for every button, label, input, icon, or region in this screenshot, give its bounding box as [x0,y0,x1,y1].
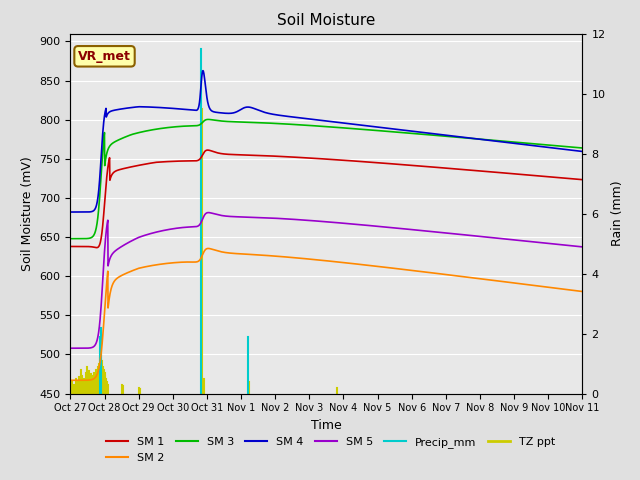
Title: Soil Moisture: Soil Moisture [277,13,376,28]
Y-axis label: Soil Moisture (mV): Soil Moisture (mV) [21,156,34,271]
Text: VR_met: VR_met [78,50,131,63]
Legend: SM 1, SM 2, SM 3, SM 4, SM 5, Precip_mm, TZ ppt: SM 1, SM 2, SM 3, SM 4, SM 5, Precip_mm,… [102,433,559,467]
Y-axis label: Rain (mm): Rain (mm) [611,181,624,246]
X-axis label: Time: Time [311,419,342,432]
